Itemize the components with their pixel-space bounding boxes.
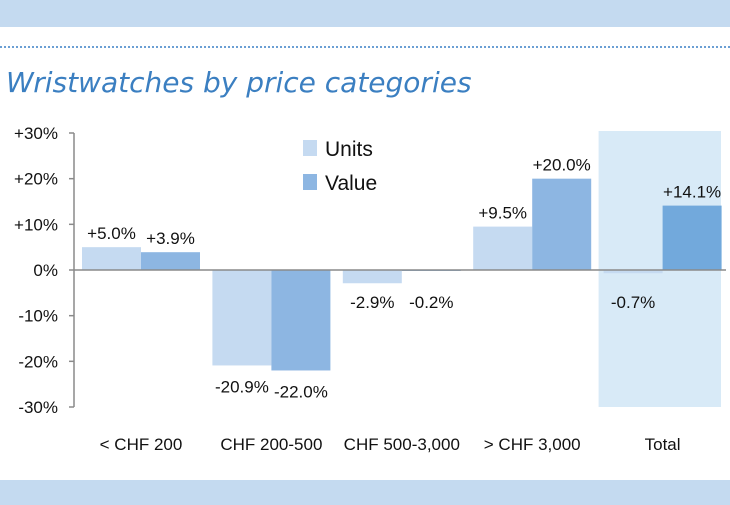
x-category-label: Total bbox=[645, 435, 681, 454]
bottom-band bbox=[0, 480, 730, 505]
data-label-value: -22.0% bbox=[274, 382, 328, 401]
data-label-value: +3.9% bbox=[146, 229, 195, 248]
bar-value-3 bbox=[532, 178, 592, 270]
bar-value-1 bbox=[271, 270, 331, 371]
bar-value-4 bbox=[662, 205, 722, 270]
top-band bbox=[0, 0, 730, 27]
y-tick-label: +10% bbox=[14, 215, 58, 234]
bar-value-0 bbox=[141, 252, 200, 270]
legend-swatch-units bbox=[303, 140, 317, 156]
bar-units-1 bbox=[212, 270, 272, 366]
legend-label-units: Units bbox=[325, 138, 373, 161]
y-tick-label: +20% bbox=[14, 170, 58, 189]
y-tick-label: -20% bbox=[18, 352, 58, 371]
y-tick-label: +30% bbox=[14, 124, 58, 143]
data-label-units: +9.5% bbox=[478, 204, 527, 223]
data-label-units: +5.0% bbox=[87, 224, 136, 243]
data-label-units: -20.9% bbox=[215, 377, 269, 396]
legend-swatch-value bbox=[303, 174, 317, 190]
bar-units-2 bbox=[342, 270, 402, 284]
data-label-value: +20.0% bbox=[533, 156, 591, 175]
x-category-label: CHF 200-500 bbox=[220, 435, 322, 454]
x-category-label: > CHF 3,000 bbox=[484, 435, 581, 454]
y-tick-label: -10% bbox=[18, 307, 58, 326]
x-category-label: < CHF 200 bbox=[100, 435, 183, 454]
data-label-units: -0.7% bbox=[611, 293, 655, 312]
chart-title: Wristwatches by price categories bbox=[6, 66, 472, 99]
bar-units-0 bbox=[82, 247, 141, 270]
dotted-divider bbox=[0, 46, 730, 48]
data-label-units: -2.9% bbox=[350, 293, 394, 312]
x-category-label: CHF 500-3,000 bbox=[344, 435, 460, 454]
bar-units-3 bbox=[473, 226, 533, 270]
y-tick-label: -30% bbox=[18, 398, 58, 417]
bar-units-4 bbox=[603, 270, 663, 274]
legend-label-value: Value bbox=[325, 172, 377, 195]
data-label-value: -0.2% bbox=[409, 293, 453, 312]
y-tick-label: 0% bbox=[33, 261, 58, 280]
data-label-value: +14.1% bbox=[663, 183, 721, 202]
